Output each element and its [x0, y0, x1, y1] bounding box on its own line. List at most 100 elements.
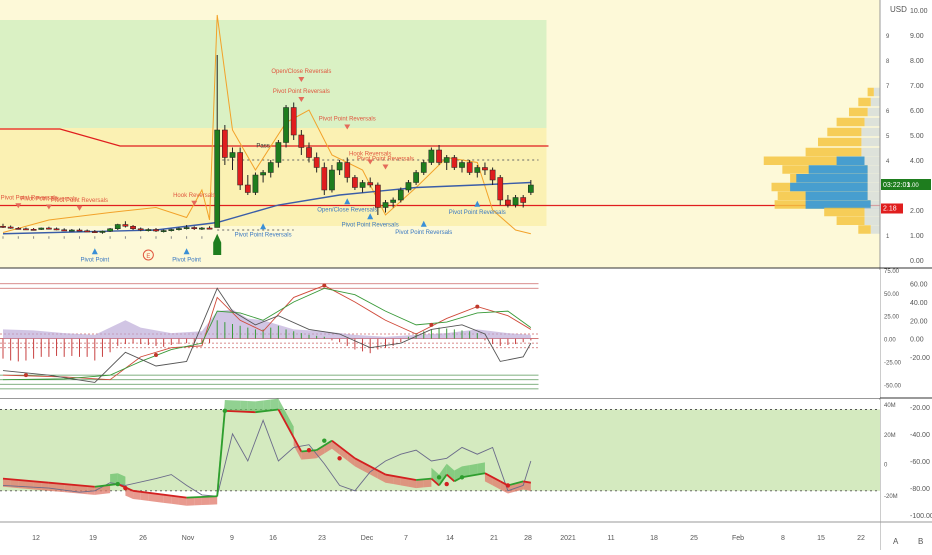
volume-profile-gray-bar: [861, 127, 880, 137]
candle-body: [367, 182, 374, 186]
lower-fill-segment: [41, 482, 49, 491]
oscillator-line: [2, 287, 532, 383]
volume-profile-yellow-bar: [849, 107, 868, 117]
lower-thick-line-segment: [186, 495, 218, 499]
candle-body: [451, 157, 458, 168]
candle-body: [30, 229, 37, 231]
reversal-label: Pivot Point Reversals: [449, 210, 506, 216]
candle-body: [413, 172, 419, 183]
price-axis-tick: 6.00: [910, 108, 924, 115]
reversal-down-marker: [367, 159, 374, 165]
oscillator-left-axis-tick: 0.00: [884, 338, 896, 344]
left-price-axis-tick: 4: [886, 159, 890, 165]
price-axis-tick: 1.00: [910, 233, 924, 240]
candle-body: [130, 226, 136, 229]
log-scale-button[interactable]: B: [918, 537, 924, 546]
time-axis-tick: 9: [230, 535, 234, 542]
time-axis-tick: 19: [89, 535, 97, 542]
lower-fill-segment: [301, 450, 309, 460]
price-axis-tick: 9.00: [910, 33, 924, 40]
lower-green-dot: [222, 408, 228, 414]
time-axis-tick: 28: [524, 535, 532, 542]
lower-red-dot: [444, 481, 449, 487]
time-axis-tick: 23: [318, 535, 326, 542]
earnings-marker-circle: [142, 249, 154, 261]
lower-left-axis-tick: 20M: [884, 433, 896, 439]
candle-body: [107, 228, 113, 232]
candle-body: [214, 129, 221, 228]
lower-fill-segment: [194, 496, 202, 506]
reversal-label: Pivot Point Reversals: [342, 222, 399, 228]
volume-profile-blue-bar: [796, 174, 868, 183]
lower-fill-segment: [270, 398, 279, 411]
left-price-axis-tick: 1: [886, 234, 890, 240]
oscillator-axis-tick: -20.00: [910, 355, 930, 362]
lower-fill-segment: [331, 440, 340, 455]
candle-body: [290, 107, 297, 136]
lower-axis-tick: -100.00: [910, 513, 932, 520]
volume-profile-gray-bar: [870, 225, 880, 234]
time-axis-tick: 15: [817, 535, 825, 542]
candle-body: [306, 147, 312, 158]
reversal-label: Open/Close Reversals: [317, 207, 377, 213]
oscillator-dot: [23, 373, 28, 378]
auto-scale-button[interactable]: A: [893, 537, 899, 546]
reversal-up-marker: [183, 248, 190, 255]
candle-body: [466, 162, 473, 173]
oscillator-axis-tick: 20.00: [910, 318, 928, 325]
lower-fill-segment: [278, 398, 287, 424]
reversal-label: Hook Reversals: [349, 152, 391, 158]
lower-thick-line-segment: [224, 409, 256, 414]
reversal-down-marker: [344, 124, 351, 130]
candle-body: [76, 229, 83, 232]
lower-fill-segment: [354, 458, 363, 471]
lower-thick-line-segment: [255, 408, 279, 414]
time-axis-tick: Feb: [732, 535, 744, 542]
oscillator-dot: [322, 283, 327, 288]
lower-fill-segment: [148, 492, 156, 502]
lower-fill-segment: [469, 463, 478, 476]
volume-profile-blue-bar: [805, 191, 868, 200]
candle-body: [443, 157, 450, 163]
candle-body: [53, 228, 60, 231]
candle-body: [38, 227, 45, 230]
lower-fill-segment: [156, 493, 164, 503]
lower-thick-line-segment: [331, 439, 356, 460]
reversal-down-marker: [15, 203, 22, 209]
price-axis-tick: 8.00: [910, 58, 924, 65]
lower-fill-segment: [201, 496, 210, 506]
reversal-label: Open/Close Reversals: [271, 69, 331, 75]
reversal-label: Pivot Point Reversals: [273, 89, 330, 95]
lower-fill-segment: [523, 481, 531, 491]
reversal-up-marker: [367, 213, 374, 220]
candle-body: [145, 229, 152, 231]
oscillator-axis-tick: 0.00: [910, 337, 924, 344]
candle-body: [329, 169, 335, 191]
lower-green-dot: [459, 475, 465, 480]
candle-body: [474, 167, 481, 173]
oscillator-line: [2, 287, 532, 381]
volume-profile-yellow-bar: [805, 147, 862, 157]
volume-profile-yellow-bar: [867, 87, 874, 97]
price-axis-bg: [880, 0, 932, 550]
lower-thick-line-segment: [216, 410, 226, 497]
lower-thick-line-segment: [48, 481, 95, 488]
lower-fill-segment: [110, 473, 118, 485]
earnings-marker-label: E: [146, 254, 150, 260]
candle-body: [344, 162, 351, 178]
volume-profile-gray-bar: [867, 107, 880, 117]
lower-fill-segment: [324, 440, 332, 454]
lower-thick-line-segment: [385, 473, 417, 481]
volume-profile-blue-bar: [836, 156, 865, 165]
lower-axis-tick: -40.00: [910, 432, 930, 439]
lower-fill-segment: [316, 445, 325, 459]
volume-profile-yellow-bar: [827, 127, 862, 137]
candle-body: [359, 182, 366, 188]
lower-fill-segment: [492, 477, 501, 490]
lower-thick-line-segment: [523, 480, 532, 484]
lower-green-dot: [322, 438, 327, 443]
candle-body: [153, 229, 159, 232]
time-axis-tick: 7: [404, 535, 408, 542]
